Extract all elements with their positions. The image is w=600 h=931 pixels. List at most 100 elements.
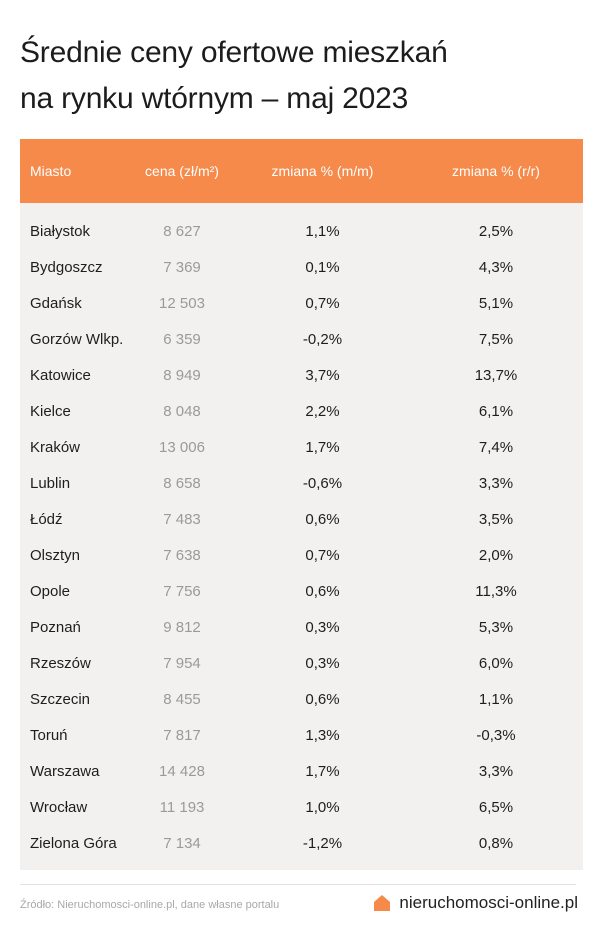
cell-change-rr: 0,8% bbox=[478, 834, 514, 852]
cell-change-rr: 2,0% bbox=[478, 546, 514, 564]
cell-change-mm: 1,3% bbox=[305, 726, 340, 744]
cell-city: Opole bbox=[30, 582, 71, 600]
cell-change-mm: 1,1% bbox=[305, 222, 340, 240]
cell-change-rr: 6,5% bbox=[478, 798, 514, 816]
cell-change-rr: 1,1% bbox=[478, 690, 514, 708]
cell-change-mm: 0,3% bbox=[305, 618, 340, 636]
cell-city: Bydgoszcz bbox=[30, 258, 103, 276]
cell-price: 11 193 bbox=[159, 798, 205, 816]
cell-city: Lublin bbox=[30, 474, 71, 492]
table-row: Poznań 9 812 0,3% 5,3% bbox=[20, 609, 583, 645]
table-row: Bydgoszcz 7 369 0,1% 4,3% bbox=[20, 249, 583, 285]
cell-change-rr: -0,3% bbox=[476, 726, 516, 744]
cell-price: 6 359 bbox=[163, 330, 201, 348]
cell-city: Gorzów Wlkp. bbox=[30, 330, 124, 348]
cell-price: 14 428 bbox=[159, 762, 205, 780]
cell-price: 8 949 bbox=[163, 366, 201, 384]
title-line-2: na rynku wtórnym – maj 2023 bbox=[20, 82, 409, 115]
table-row: Szczecin 8 455 0,6% 1,1% bbox=[20, 681, 583, 717]
table-row: Warszawa 14 428 1,7% 3,3% bbox=[20, 753, 583, 789]
cell-change-rr: 7,4% bbox=[478, 438, 514, 456]
cell-change-mm: 0,3% bbox=[305, 654, 340, 672]
cell-city: Warszawa bbox=[30, 762, 100, 780]
cell-change-mm: 1,7% bbox=[305, 438, 340, 456]
title-line-1: Średnie ceny ofertowe mieszkań bbox=[20, 36, 448, 69]
header-change-mm: zmiana % (m/m) bbox=[271, 163, 374, 179]
cell-change-rr: 3,5% bbox=[478, 510, 514, 528]
cell-change-mm: 3,7% bbox=[305, 366, 340, 384]
header-change-rr: zmiana % (r/r) bbox=[452, 163, 540, 179]
cell-city: Gdańsk bbox=[30, 294, 82, 312]
cell-city: Rzeszów bbox=[30, 654, 91, 672]
table-row: Toruń 7 817 1,3% -0,3% bbox=[20, 717, 583, 753]
house-icon bbox=[374, 895, 391, 911]
cell-price: 8 048 bbox=[163, 402, 201, 420]
table-row: Wrocław 11 193 1,0% 6,5% bbox=[20, 789, 583, 825]
cell-city: Szczecin bbox=[30, 690, 91, 708]
cell-change-rr: 13,7% bbox=[474, 366, 518, 384]
table-row: Katowice 8 949 3,7% 13,7% bbox=[20, 357, 583, 393]
cell-price: 13 006 bbox=[159, 438, 205, 456]
cell-city: Olsztyn bbox=[30, 546, 81, 564]
cell-change-rr: 3,3% bbox=[478, 762, 514, 780]
cell-change-rr: 2,5% bbox=[478, 222, 514, 240]
page-title: Średnie ceny ofertowe mieszkań na rynku … bbox=[20, 30, 580, 122]
cell-change-mm: 0,6% bbox=[305, 510, 340, 528]
table-row: Kielce 8 048 2,2% 6,1% bbox=[20, 393, 583, 429]
cell-price: 7 756 bbox=[163, 582, 201, 600]
cell-change-rr: 7,5% bbox=[478, 330, 514, 348]
cell-change-mm: -0,2% bbox=[302, 330, 343, 348]
price-table: Miasto cena (zł/m²) zmiana % (m/m) zmian… bbox=[20, 139, 583, 870]
cell-city: Zielona Góra bbox=[30, 834, 117, 852]
table-row: Lublin 8 658 -0,6% 3,3% bbox=[20, 465, 583, 501]
cell-price: 12 503 bbox=[159, 294, 205, 312]
cell-city: Łódź bbox=[30, 510, 63, 528]
cell-price: 7 817 bbox=[163, 726, 201, 744]
cell-price: 8 658 bbox=[163, 474, 201, 492]
cell-price: 7 638 bbox=[163, 546, 201, 564]
cell-change-mm: 1,7% bbox=[305, 762, 340, 780]
cell-change-mm: 0,7% bbox=[305, 294, 340, 312]
cell-change-mm: 0,6% bbox=[305, 582, 340, 600]
table-row: Olsztyn 7 638 0,7% 2,0% bbox=[20, 537, 583, 573]
cell-price: 8 627 bbox=[163, 222, 201, 240]
cell-city: Wrocław bbox=[30, 798, 88, 816]
cell-change-rr: 6,0% bbox=[478, 654, 514, 672]
cell-price: 9 812 bbox=[163, 618, 201, 636]
cell-city: Poznań bbox=[30, 618, 81, 636]
cell-change-mm: -1,2% bbox=[302, 834, 343, 852]
cell-change-mm: 0,6% bbox=[305, 690, 340, 708]
cell-change-rr: 11,3% bbox=[475, 582, 517, 600]
cell-change-mm: 2,2% bbox=[305, 402, 340, 420]
table-body: Białystok 8 627 1,1% 2,5% Bydgoszcz 7 369 0,1%… bbox=[20, 203, 583, 861]
table-row: Rzeszów 7 954 0,3% 6,0% bbox=[20, 645, 583, 681]
table-header: Miasto cena (zł/m²) zmiana % (m/m) zmian… bbox=[20, 139, 583, 203]
table-row: Łódź 7 483 0,6% 3,5% bbox=[20, 501, 583, 537]
cell-city: Toruń bbox=[30, 726, 68, 744]
cell-change-mm: 1,0% bbox=[305, 798, 340, 816]
cell-city: Kielce bbox=[30, 402, 71, 420]
cell-price: 7 369 bbox=[163, 258, 201, 276]
cell-change-mm: -0,6% bbox=[302, 474, 343, 492]
cell-price: 7 134 bbox=[163, 834, 201, 852]
cell-change-mm: 0,1% bbox=[305, 258, 340, 276]
table-row: Opole 7 756 0,6% 11,3% bbox=[20, 573, 583, 609]
brand-logo: nieruchomosci-online.pl bbox=[373, 893, 578, 913]
cell-price: 7 483 bbox=[163, 510, 201, 528]
cell-change-rr: 3,3% bbox=[478, 474, 514, 492]
source-note: Źródło: Nieruchomosci-online.pl, dane wł… bbox=[20, 899, 280, 911]
table-row: Gdańsk 12 503 0,7% 5,1% bbox=[20, 285, 583, 321]
cell-change-rr: 4,3% bbox=[478, 258, 514, 276]
brand-name: nieruchomosci-online.pl bbox=[399, 893, 578, 912]
cell-city: Katowice bbox=[30, 366, 91, 384]
cell-city: Białystok bbox=[30, 222, 91, 240]
cell-city: Kraków bbox=[30, 438, 81, 456]
header-city: Miasto bbox=[30, 163, 72, 179]
footer-divider bbox=[20, 884, 576, 885]
cell-price: 7 954 bbox=[163, 654, 201, 672]
header-price: cena (zł/m²) bbox=[145, 163, 219, 179]
cell-change-mm: 0,7% bbox=[305, 546, 340, 564]
table-row: Kraków 13 006 1,7% 7,4% bbox=[20, 429, 583, 465]
table-row: Białystok 8 627 1,1% 2,5% bbox=[20, 213, 583, 249]
cell-change-rr: 5,1% bbox=[478, 294, 514, 312]
